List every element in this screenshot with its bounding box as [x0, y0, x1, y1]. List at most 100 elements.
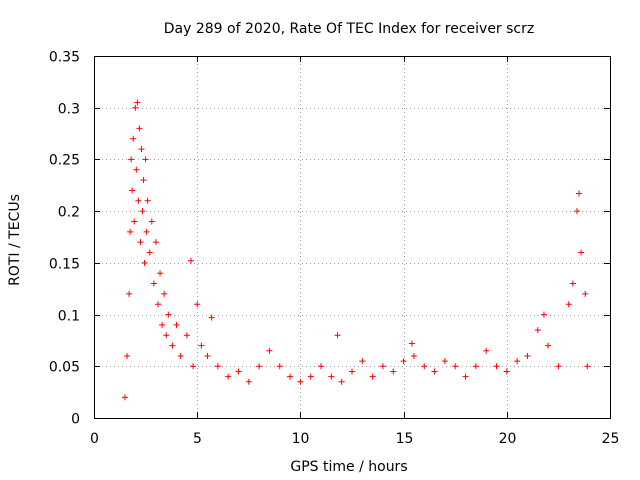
data-point	[214, 363, 221, 370]
x-tick-label: 0	[90, 431, 99, 447]
data-point	[573, 208, 580, 215]
data-point	[132, 104, 139, 111]
data-point	[150, 280, 157, 287]
data-point	[540, 311, 547, 318]
data-point	[555, 363, 562, 370]
data-point	[225, 373, 232, 380]
data-point	[582, 290, 589, 297]
data-point	[359, 358, 366, 365]
data-point	[126, 290, 133, 297]
data-point	[307, 373, 314, 380]
data-point	[138, 146, 145, 153]
data-point	[349, 368, 355, 375]
data-point	[576, 190, 583, 197]
y-tick-label: 0.2	[58, 205, 80, 221]
y-tick-label: 0.3	[58, 102, 80, 118]
data-point	[136, 125, 143, 132]
data-point	[161, 290, 168, 297]
grid-lines	[94, 56, 610, 418]
data-point	[408, 340, 415, 347]
data-point	[421, 363, 428, 370]
data-point	[173, 321, 180, 328]
data-point	[128, 156, 135, 163]
data-point	[256, 363, 263, 370]
data-point	[177, 352, 184, 359]
data-point	[545, 342, 552, 349]
data-point	[146, 249, 153, 256]
data-point	[135, 197, 142, 204]
data-point	[134, 99, 141, 106]
data-point	[142, 156, 149, 163]
data-point	[140, 177, 147, 184]
data-point	[130, 135, 137, 142]
x-axis-label: GPS time / hours	[290, 459, 407, 475]
y-tick-label: 0.25	[49, 153, 80, 169]
data-point	[144, 197, 151, 204]
data-point	[141, 259, 148, 266]
data-point	[266, 347, 273, 354]
data-point	[462, 373, 469, 380]
data-point	[198, 342, 205, 349]
data-point	[276, 363, 283, 370]
data-point	[379, 363, 386, 370]
y-axis-label: ROTI / TECUs	[7, 194, 23, 286]
data-point	[565, 301, 572, 308]
plot-frame	[94, 56, 611, 419]
data-point	[472, 363, 479, 370]
data-point	[338, 378, 345, 385]
data-points	[121, 99, 591, 401]
data-point	[139, 208, 146, 215]
data-point	[194, 301, 201, 308]
data-point	[328, 373, 335, 380]
data-point	[369, 373, 376, 380]
data-point	[410, 352, 417, 359]
data-point	[431, 368, 438, 375]
data-point	[204, 352, 211, 359]
data-point	[569, 280, 576, 287]
data-point	[163, 332, 170, 339]
data-point	[124, 352, 131, 359]
x-tick-label: 5	[193, 431, 202, 447]
data-point	[524, 352, 531, 359]
y-tick-label: 0.05	[49, 360, 80, 376]
data-point	[169, 342, 176, 349]
data-point	[483, 347, 490, 354]
y-tick-label: 0.1	[58, 309, 80, 325]
x-tick-label: 15	[396, 431, 414, 447]
data-point	[514, 358, 521, 365]
data-point	[188, 257, 195, 264]
data-point	[584, 363, 591, 370]
data-point	[235, 368, 242, 375]
data-point	[208, 314, 215, 321]
axis-ticks	[94, 56, 611, 419]
data-point	[493, 363, 500, 370]
data-point	[183, 332, 190, 339]
data-point	[190, 363, 197, 370]
data-point	[131, 218, 138, 225]
data-point	[297, 378, 304, 385]
data-point	[452, 363, 459, 370]
data-point	[318, 363, 325, 370]
data-point	[390, 368, 397, 375]
data-point	[157, 270, 164, 277]
data-point	[287, 373, 294, 380]
data-point	[334, 332, 341, 339]
x-tick-label: 10	[292, 431, 310, 447]
data-point	[441, 358, 448, 365]
data-point	[159, 321, 166, 328]
data-point	[121, 394, 128, 401]
data-point	[127, 228, 134, 235]
y-tick-labels: 0 0.05 0.1 0.15 0.2 0.25 0.3 0.35	[49, 50, 80, 428]
data-point	[133, 166, 140, 173]
y-tick-label: 0.35	[49, 50, 80, 66]
x-tick-labels: 0 5 10 15 20 25	[90, 431, 619, 447]
data-point	[154, 301, 161, 308]
data-point	[143, 228, 150, 235]
y-tick-label: 0	[71, 412, 80, 428]
data-point	[137, 239, 144, 246]
data-point	[503, 368, 510, 375]
data-point	[165, 311, 172, 318]
y-tick-label: 0.15	[49, 257, 80, 273]
x-tick-label: 20	[499, 431, 517, 447]
